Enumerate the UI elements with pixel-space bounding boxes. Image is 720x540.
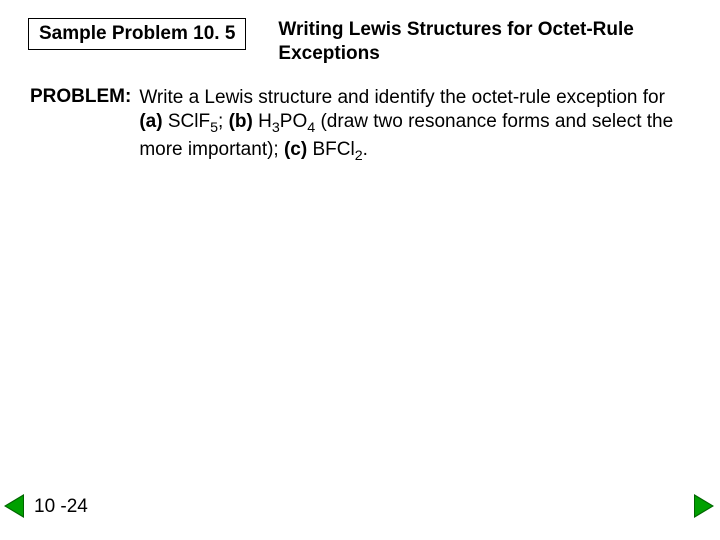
problem-text-intro: Write a Lewis structure and identify the…	[139, 87, 665, 108]
problem-statement: Write a Lewis structure and identify the…	[131, 86, 690, 165]
sample-problem-box: Sample Problem 10. 5	[28, 18, 246, 50]
sample-problem-label: Sample Problem 10. 5	[39, 23, 235, 44]
next-arrow-icon[interactable]	[694, 494, 714, 518]
part-b-sub2: 4	[307, 120, 315, 136]
part-a-label: (a)	[139, 111, 162, 132]
part-b-po: PO	[280, 111, 307, 132]
part-c-label: (c)	[284, 139, 307, 160]
page-number: 10 -24	[34, 496, 88, 518]
part-c-sub: 2	[355, 147, 363, 163]
part-a-formula: SClF	[168, 111, 210, 132]
part-b-h: H	[258, 111, 272, 132]
part-c-tail: .	[363, 139, 368, 160]
part-b-sub1: 3	[272, 120, 280, 136]
prev-arrow-icon[interactable]	[4, 494, 24, 518]
page-title: Writing Lewis Structures for Octet-Rule …	[278, 18, 678, 66]
part-a-sub: 5	[210, 120, 218, 136]
part-c-formula: BFCl	[313, 139, 355, 160]
problem-label: PROBLEM:	[30, 86, 131, 108]
part-b-label: (b)	[229, 111, 253, 132]
part-a-tail: ;	[218, 111, 229, 132]
problem-section: PROBLEM: Write a Lewis structure and ide…	[0, 66, 720, 165]
